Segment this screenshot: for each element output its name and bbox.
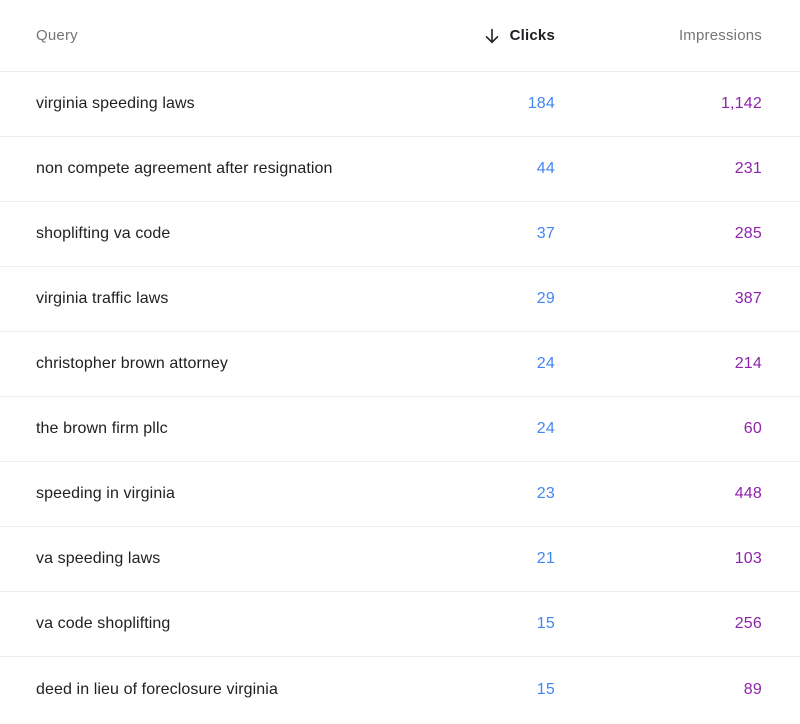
column-header-clicks-label: Clicks [509, 27, 555, 44]
impressions-cell: 231 [734, 160, 762, 177]
query-cell: shoplifting va code [36, 225, 171, 242]
column-header-impressions[interactable]: Impressions [678, 27, 762, 44]
clicks-cell: 15 [536, 615, 555, 632]
impressions-cell: 387 [734, 290, 762, 307]
table-row[interactable]: the brown firm pllc 24 60 [0, 397, 800, 462]
impressions-cell: 60 [743, 420, 762, 437]
impressions-cell: 89 [743, 680, 762, 698]
query-cell: the brown firm pllc [36, 420, 168, 437]
clicks-cell: 24 [536, 355, 555, 372]
impressions-cell: 1,142 [720, 95, 762, 112]
clicks-cell: 184 [527, 95, 555, 112]
query-cell: christopher brown attorney [36, 355, 229, 372]
impressions-cell: 285 [734, 225, 762, 242]
sort-descending-icon [483, 27, 501, 45]
query-cell: va code shoplifting [36, 615, 171, 632]
clicks-cell: 37 [536, 225, 555, 242]
clicks-cell: 15 [536, 680, 555, 698]
clicks-cell: 29 [536, 290, 555, 307]
table-row[interactable]: speeding in virginia 23 448 [0, 462, 800, 527]
clicks-cell: 23 [536, 485, 555, 502]
table-row[interactable]: virginia traffic laws 29 387 [0, 267, 800, 332]
clicks-cell: 24 [536, 420, 555, 437]
query-cell: virginia speeding laws [36, 95, 195, 112]
column-header-clicks[interactable]: Clicks [435, 27, 555, 45]
clicks-cell: 44 [536, 160, 555, 177]
table-row[interactable]: va code shoplifting 15 256 [0, 592, 800, 657]
table-row[interactable]: shoplifting va code 37 285 [0, 202, 800, 267]
impressions-cell: 448 [734, 485, 762, 502]
impressions-cell: 256 [734, 615, 762, 632]
query-cell: va speeding laws [36, 550, 161, 567]
table-row[interactable]: virginia speeding laws 184 1,142 [0, 72, 800, 137]
table-body: virginia speeding laws 184 1,142 non com… [0, 72, 800, 722]
query-cell: virginia traffic laws [36, 290, 169, 307]
impressions-cell: 103 [734, 550, 762, 567]
impressions-cell: 214 [734, 355, 762, 372]
column-header-query[interactable]: Query [36, 27, 78, 44]
query-cell: deed in lieu of foreclosure virginia [36, 680, 278, 698]
table-row[interactable]: va speeding laws 21 103 [0, 527, 800, 592]
table-header-row: Query Clicks Impressions [0, 0, 800, 72]
query-cell: non compete agreement after resignation [36, 160, 333, 177]
table-row[interactable]: deed in lieu of foreclosure virginia 15 … [0, 657, 800, 722]
table-row[interactable]: christopher brown attorney 24 214 [0, 332, 800, 397]
clicks-cell: 21 [536, 550, 555, 567]
query-cell: speeding in virginia [36, 485, 175, 502]
table-row[interactable]: non compete agreement after resignation … [0, 137, 800, 202]
